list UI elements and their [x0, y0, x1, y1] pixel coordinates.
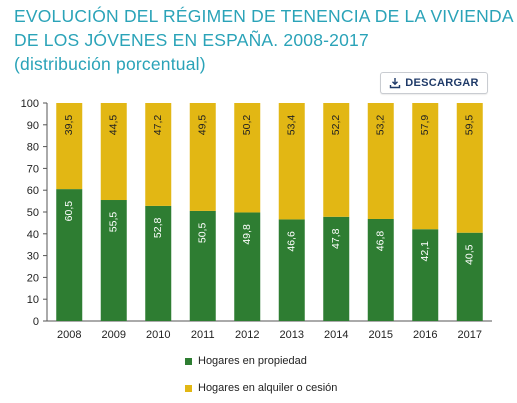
- download-label: DESCARGAR: [405, 77, 479, 89]
- data-label-alquiler: 44,5: [108, 115, 120, 136]
- x-tick-label: 2017: [458, 329, 482, 341]
- data-label-propiedad: 42,1: [419, 241, 431, 262]
- y-tick-label: 50: [27, 207, 39, 219]
- y-tick-label: 90: [27, 120, 39, 132]
- data-label-alquiler: 52,2: [330, 115, 342, 136]
- y-tick-label: 80: [27, 142, 39, 154]
- data-label-alquiler: 49,5: [197, 115, 209, 136]
- legend-swatch-propiedad: [185, 357, 192, 365]
- data-label-propiedad: 52,8: [152, 218, 164, 239]
- legend-label-alquiler: Hogares en alquiler o cesión: [198, 382, 338, 394]
- bar-propiedad: [100, 200, 127, 321]
- y-tick-label: 100: [21, 98, 39, 110]
- x-tick-label: 2012: [235, 329, 259, 341]
- download-button[interactable]: DESCARGAR: [380, 72, 488, 94]
- y-tick-label: 60: [27, 185, 39, 197]
- bar-alquiler: [367, 103, 394, 219]
- bar-propiedad: [278, 219, 305, 321]
- y-tick-label: 10: [27, 294, 39, 306]
- chart-title: EVOLUCIÓN DEL RÉGIMEN DE TENENCIA DE LA …: [14, 4, 514, 76]
- bar-propiedad: [56, 189, 83, 321]
- y-tick-label: 30: [27, 251, 39, 263]
- x-tick-label: 2011: [191, 329, 215, 341]
- bar-alquiler: [145, 103, 172, 206]
- data-label-propiedad: 55,5: [108, 212, 120, 233]
- bar-alquiler: [56, 103, 83, 190]
- x-tick-label: 2008: [57, 329, 81, 341]
- legend-item-propiedad: Hogares en propiedad: [185, 355, 307, 367]
- bar-alquiler: [456, 103, 483, 233]
- legend-swatch-alquiler: [185, 384, 192, 392]
- data-label-alquiler: 59,5: [464, 115, 476, 136]
- x-tick-label: 2013: [280, 329, 304, 341]
- chart-subtitle: (distribución porcentual): [14, 54, 206, 74]
- y-tick-label: 0: [33, 316, 39, 328]
- y-tick-label: 20: [27, 272, 39, 284]
- download-icon: [389, 77, 401, 89]
- data-label-propiedad: 40,5: [464, 244, 476, 265]
- data-label-alquiler: 53,4: [286, 115, 298, 136]
- bar-propiedad: [367, 218, 394, 321]
- x-tick-label: 2009: [102, 329, 126, 341]
- bar-propiedad: [145, 205, 172, 321]
- data-label-propiedad: 49,8: [241, 224, 253, 245]
- bar-alquiler: [100, 103, 127, 201]
- bar-propiedad: [234, 212, 261, 321]
- bar-propiedad: [412, 229, 439, 321]
- y-tick-label: 70: [27, 163, 39, 175]
- data-label-propiedad: 60,5: [63, 201, 75, 222]
- bar-alquiler: [412, 103, 439, 230]
- x-tick-label: 2016: [413, 329, 437, 341]
- data-label-propiedad: 50,5: [197, 223, 209, 244]
- data-label-alquiler: 53,2: [375, 115, 387, 136]
- bar-alquiler: [278, 103, 305, 220]
- bar-alquiler: [323, 103, 350, 217]
- bar-propiedad: [189, 210, 216, 321]
- bar-propiedad: [323, 216, 350, 321]
- x-tick-label: 2015: [369, 329, 393, 341]
- bar-propiedad: [456, 232, 483, 321]
- bar-alquiler: [234, 103, 261, 213]
- legend-label-propiedad: Hogares en propiedad: [198, 355, 307, 367]
- data-label-propiedad: 46,6: [286, 231, 298, 252]
- bar-alquiler: [189, 103, 216, 211]
- x-tick-label: 2014: [324, 329, 348, 341]
- title-line-2: DE LOS JÓVENES EN ESPAÑA. 2008-2017: [14, 30, 369, 50]
- data-label-propiedad: 47,8: [330, 228, 342, 249]
- data-label-alquiler: 57,9: [419, 115, 431, 136]
- data-label-alquiler: 47,2: [152, 115, 164, 136]
- data-label-alquiler: 39,5: [63, 115, 75, 136]
- title-line-1: EVOLUCIÓN DEL RÉGIMEN DE TENENCIA DE LA …: [14, 6, 514, 26]
- data-label-propiedad: 46,8: [375, 231, 387, 252]
- x-tick-label: 2010: [146, 329, 170, 341]
- y-tick-label: 40: [27, 229, 39, 241]
- data-label-alquiler: 50,2: [241, 115, 253, 136]
- legend-item-alquiler: Hogares en alquiler o cesión: [185, 382, 337, 394]
